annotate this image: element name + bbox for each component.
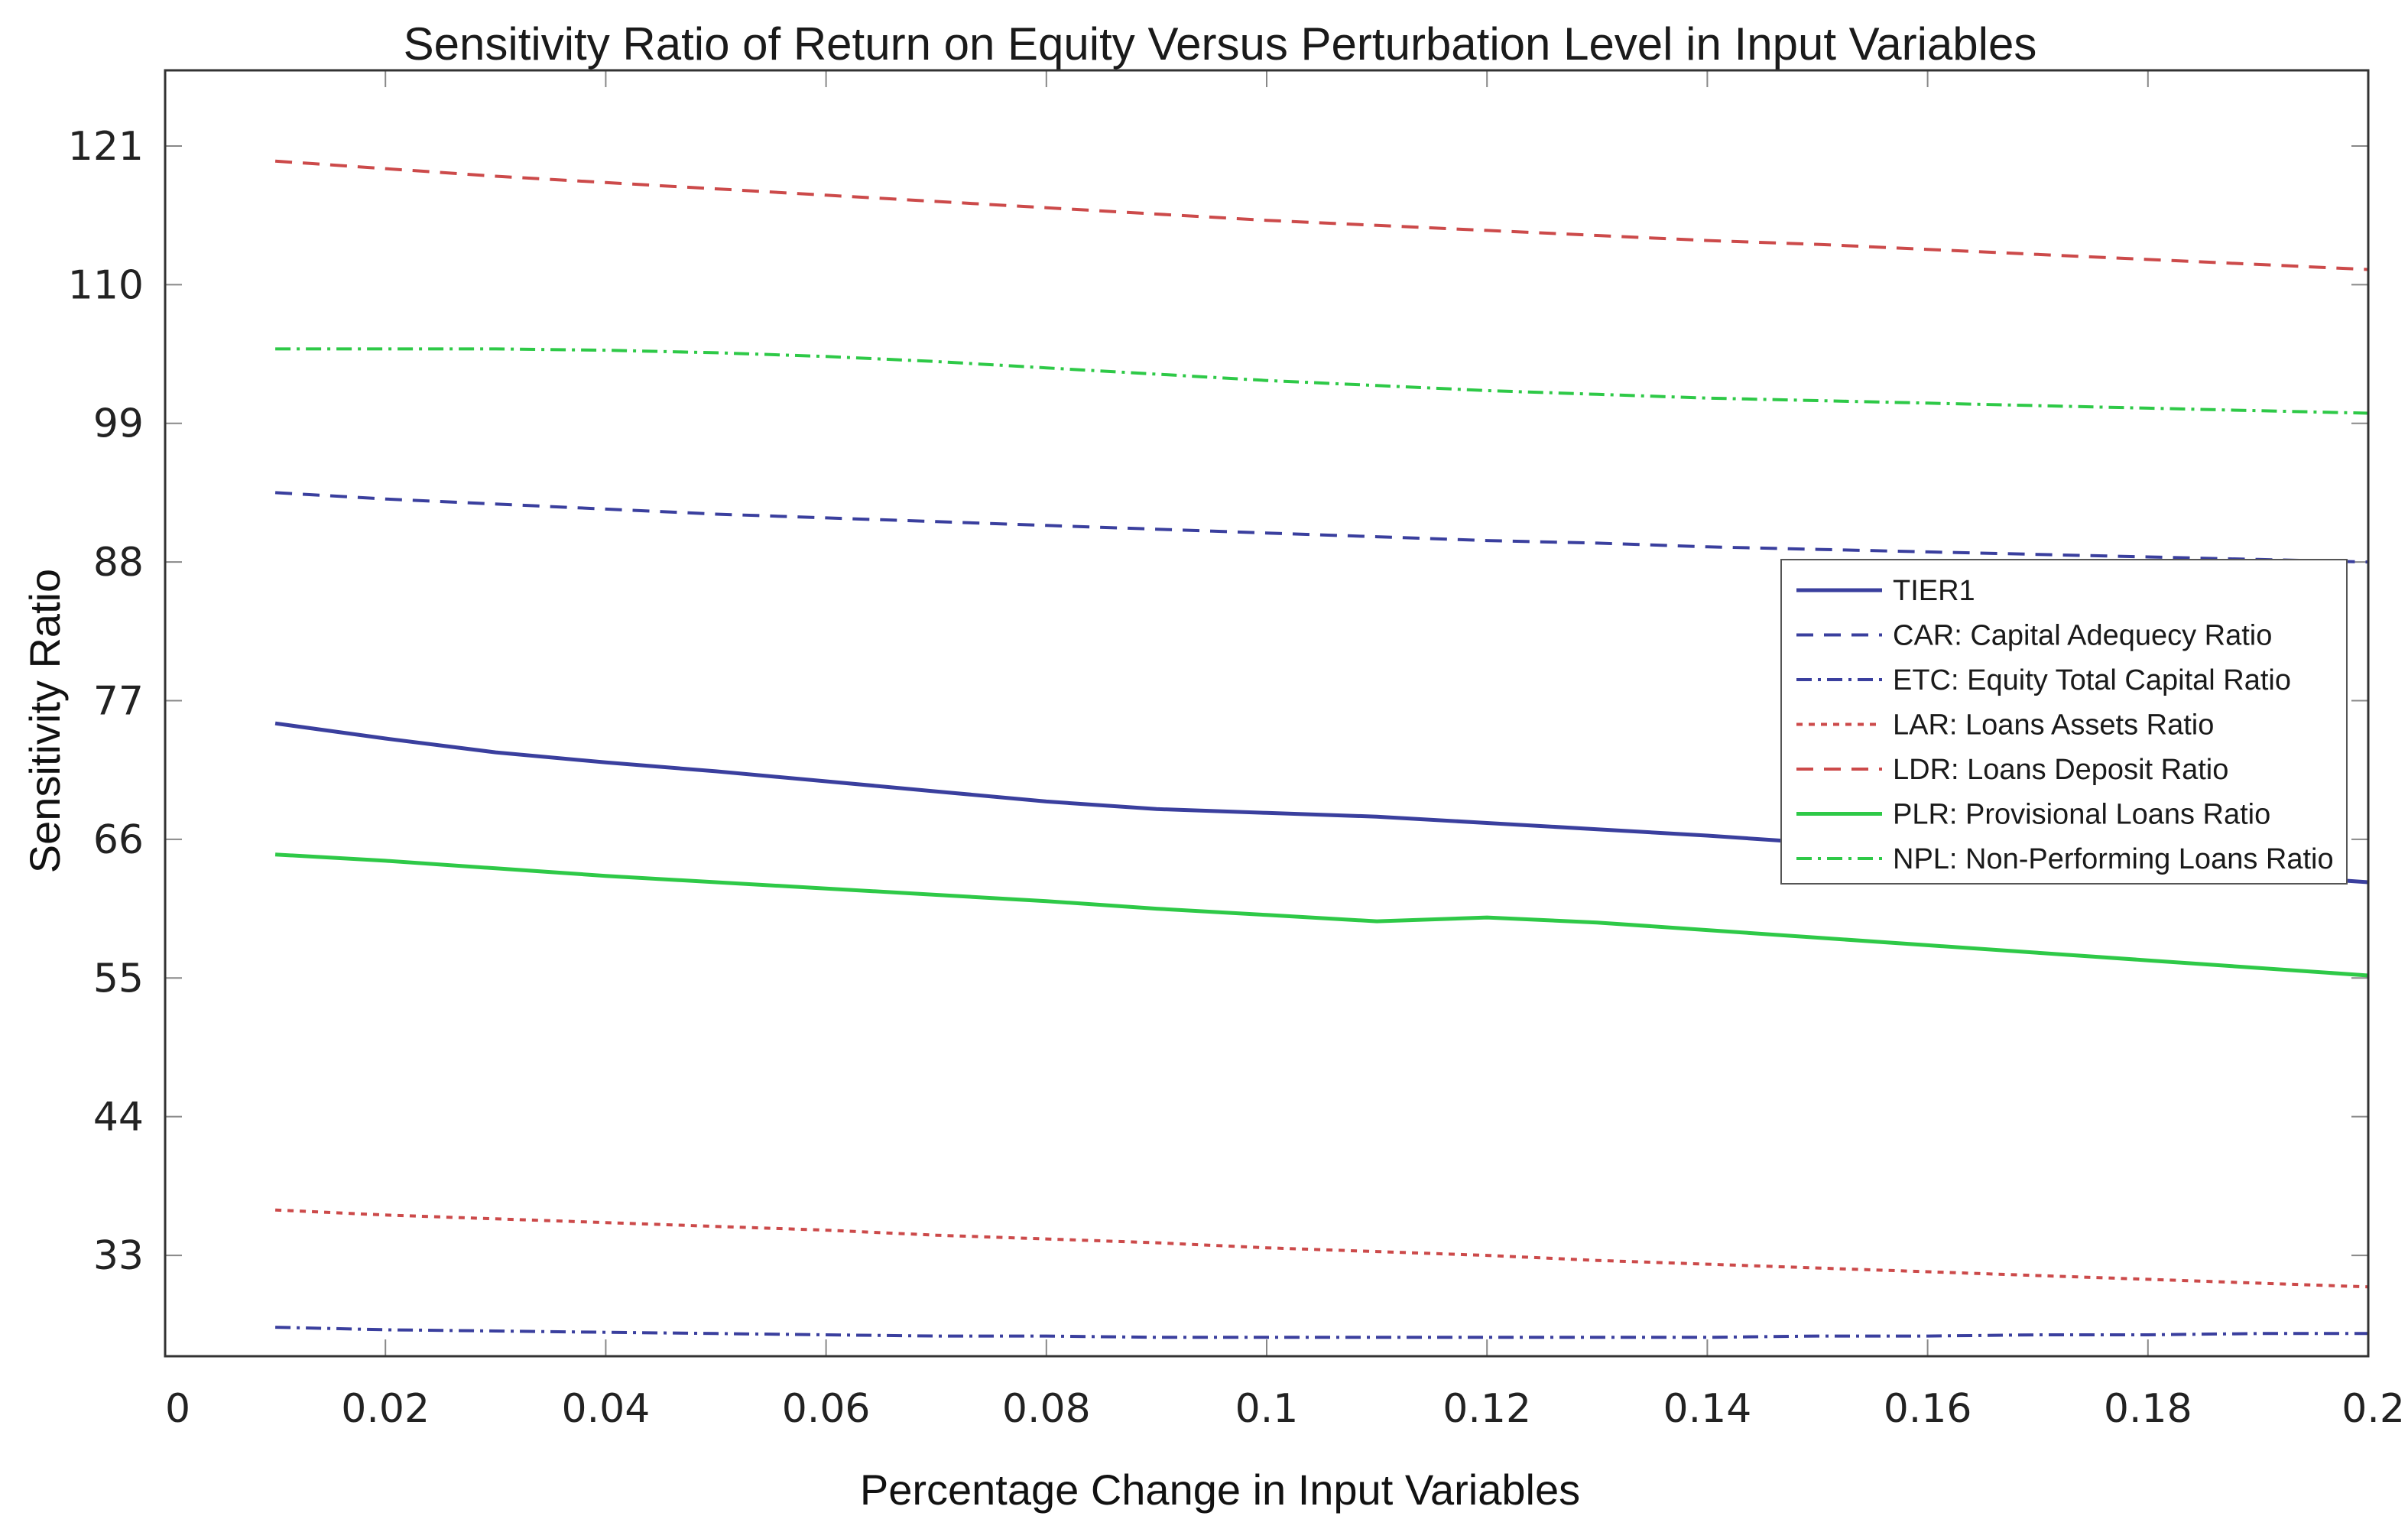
y-tick-label: 55 xyxy=(93,956,144,1001)
series-line-car xyxy=(274,491,2369,564)
x-tick-label: 0.02 xyxy=(341,1386,430,1432)
chart-title: Sensitivity Ratio of Return on Equity Ve… xyxy=(404,18,2037,70)
x-tick-label: 0.18 xyxy=(2104,1386,2192,1432)
legend-label: NPL: Non-Performing Loans Ratio xyxy=(1893,843,2334,875)
y-tick-label: 44 xyxy=(93,1095,144,1141)
legend-item: NPL: Non-Performing Loans Ratio xyxy=(1796,843,2334,875)
y-tick-label: 99 xyxy=(93,401,144,447)
x-tick-label: 0.14 xyxy=(1663,1386,1752,1432)
x-tick-label: 0 xyxy=(165,1386,190,1432)
legend-item: TIER1 xyxy=(1796,575,1975,607)
x-tick-label: 0.16 xyxy=(1884,1386,1972,1432)
y-tick-label: 33 xyxy=(93,1233,144,1279)
y-axis-tick-labels: 33 44 55 66 77 88 99 110 121 xyxy=(68,124,144,1279)
y-axis-label: Sensitivity Ratio xyxy=(21,569,69,873)
y-tick-label: 110 xyxy=(68,262,144,308)
legend-item: PLR: Provisional Loans Ratio xyxy=(1796,799,2270,831)
legend: TIER1 CAR: Capital Adequecy Ratio ETC: Equ… xyxy=(1780,559,2348,885)
x-tick-label: 0.12 xyxy=(1443,1386,1531,1432)
x-tick-label: 0.1 xyxy=(1235,1386,1299,1432)
legend-label: LDR: Loans Deposit Ratio xyxy=(1893,754,2228,786)
legend-item: LDR: Loans Deposit Ratio xyxy=(1796,754,2228,786)
y-tick-label: 77 xyxy=(93,679,144,725)
plot-area-frame xyxy=(164,69,2370,1358)
series-line-plr xyxy=(274,852,2369,978)
legend-label: TIER1 xyxy=(1893,575,1975,607)
x-axis-label: Percentage Change in Input Variables xyxy=(860,1466,1580,1514)
y-tick-label: 66 xyxy=(93,817,144,863)
x-axis-tick-labels: 0 0.02 0.04 0.06 0.08 0.1 0.12 0.14 0.16 0.18 0.2 xyxy=(165,1386,2405,1432)
y-tick-label: 121 xyxy=(68,124,144,170)
plot-series xyxy=(274,159,2369,1339)
legend-item: ETC: Equity Total Capital Ratio xyxy=(1796,664,2291,696)
x-tick-label: 0.2 xyxy=(2341,1386,2405,1432)
legend-item: CAR: Capital Adequecy Ratio xyxy=(1796,620,2272,652)
x-tick-label: 0.08 xyxy=(1002,1386,1091,1432)
series-line-npl xyxy=(275,347,2369,415)
x-tick-label: 0.06 xyxy=(782,1386,871,1432)
x-tick-label: 0.04 xyxy=(562,1386,651,1432)
series-line-ldr xyxy=(274,159,2369,271)
legend-label: PLR: Provisional Loans Ratio xyxy=(1893,799,2270,831)
legend-box xyxy=(1780,559,2348,885)
y-tick-label: 88 xyxy=(93,540,144,586)
legend-item: LAR: Loans Assets Ratio xyxy=(1796,709,2214,742)
legend-label: LAR: Loans Assets Ratio xyxy=(1893,709,2214,742)
legend-label: ETC: Equity Total Capital Ratio xyxy=(1893,664,2291,696)
series-line-etc xyxy=(275,1326,2368,1339)
legend-label: CAR: Capital Adequecy Ratio xyxy=(1893,620,2272,652)
